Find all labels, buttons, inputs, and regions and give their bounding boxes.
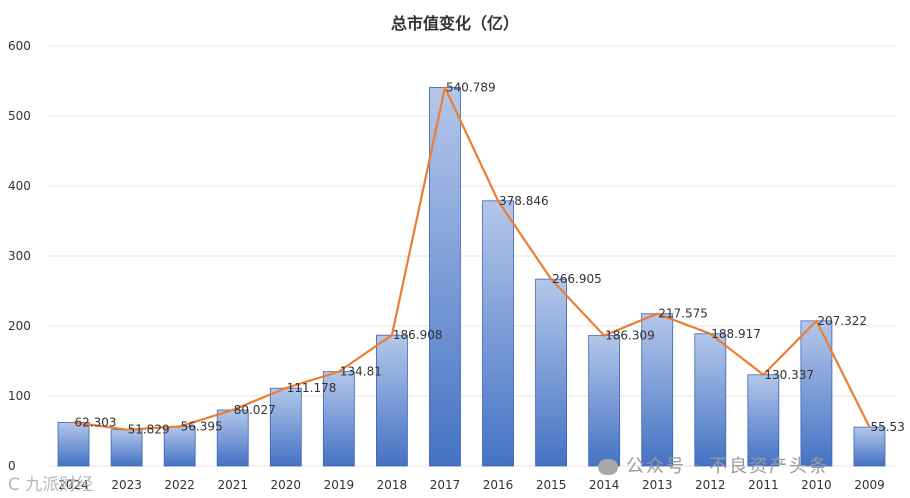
x-tick-label: 2018 xyxy=(377,478,408,492)
bar xyxy=(110,429,143,467)
data-label: 378.846 xyxy=(499,194,549,208)
x-tick-label: 2011 xyxy=(748,478,779,492)
bar xyxy=(482,200,514,467)
x-tick-label: 2019 xyxy=(324,478,355,492)
data-label: 51.829 xyxy=(128,423,170,437)
y-tick-label: 300 xyxy=(8,249,31,263)
data-label: 111.178 xyxy=(287,381,337,395)
y-tick-label: 400 xyxy=(8,179,31,193)
x-axis-ticks: 2024 2023 2022 2021 2020 2019 2018 2017 2016 2015… xyxy=(58,478,884,492)
data-label: 134.81 xyxy=(340,365,382,379)
y-tick-label: 600 xyxy=(8,39,31,53)
x-tick-label: 2021 xyxy=(217,478,248,492)
x-tick-label: 2013 xyxy=(642,478,673,492)
chart-title: 总市值变化（亿） xyxy=(391,14,519,33)
watermark-wechat: 公众号 · 不良资产头条 xyxy=(598,452,829,478)
y-tick-label: 100 xyxy=(8,389,31,403)
bar xyxy=(747,374,780,467)
x-tick-label: 2010 xyxy=(801,478,832,492)
x-tick-label: 2022 xyxy=(164,478,195,492)
bar xyxy=(216,409,249,467)
bar xyxy=(163,426,196,467)
x-tick-label: 2023 xyxy=(111,478,142,492)
bar xyxy=(694,333,727,467)
bar xyxy=(641,313,674,467)
data-label: 62.303 xyxy=(75,415,117,429)
x-tick-label: 2024 xyxy=(58,478,89,492)
data-label: 130.337 xyxy=(764,368,814,382)
x-tick-label: 2014 xyxy=(589,478,620,492)
x-tick-label: 2020 xyxy=(271,478,302,492)
data-label: 207.322 xyxy=(817,314,867,328)
bar xyxy=(322,371,355,467)
data-label: 186.908 xyxy=(393,328,443,342)
y-axis-ticks: 0 100 200 300 400 500 600 xyxy=(8,39,31,473)
watermark-text: 公众号 · 不良资产头条 xyxy=(626,456,830,477)
x-tick-label: 2017 xyxy=(430,478,461,492)
bar xyxy=(853,426,886,467)
y-tick-label: 0 xyxy=(8,459,16,473)
wechat-icon xyxy=(598,459,618,475)
bars xyxy=(57,87,886,467)
data-label: 56.395 xyxy=(181,420,223,434)
data-label: 188.917 xyxy=(711,327,761,341)
bar xyxy=(429,87,461,467)
x-tick-label: 2009 xyxy=(854,478,885,492)
x-tick-label: 2015 xyxy=(536,478,567,492)
x-tick-label: 2016 xyxy=(483,478,514,492)
bar xyxy=(800,320,833,467)
data-label: 217.575 xyxy=(658,307,708,321)
bar xyxy=(269,387,302,467)
data-label: 80.027 xyxy=(234,403,276,417)
trend-polyline xyxy=(73,86,871,431)
x-tick-label: 2012 xyxy=(695,478,726,492)
data-label: 186.309 xyxy=(605,329,655,343)
data-label: 55.53 xyxy=(870,420,904,434)
data-label: 540.789 xyxy=(446,80,496,94)
y-tick-label: 200 xyxy=(8,319,31,333)
bar xyxy=(535,278,567,467)
bar xyxy=(376,334,408,467)
data-label: 266.905 xyxy=(552,272,602,286)
bar xyxy=(588,335,621,467)
gridlines xyxy=(47,45,896,467)
watermark-source: C 九派财经 xyxy=(8,475,94,495)
trend-line xyxy=(73,86,871,431)
y-tick-label: 500 xyxy=(8,109,31,123)
